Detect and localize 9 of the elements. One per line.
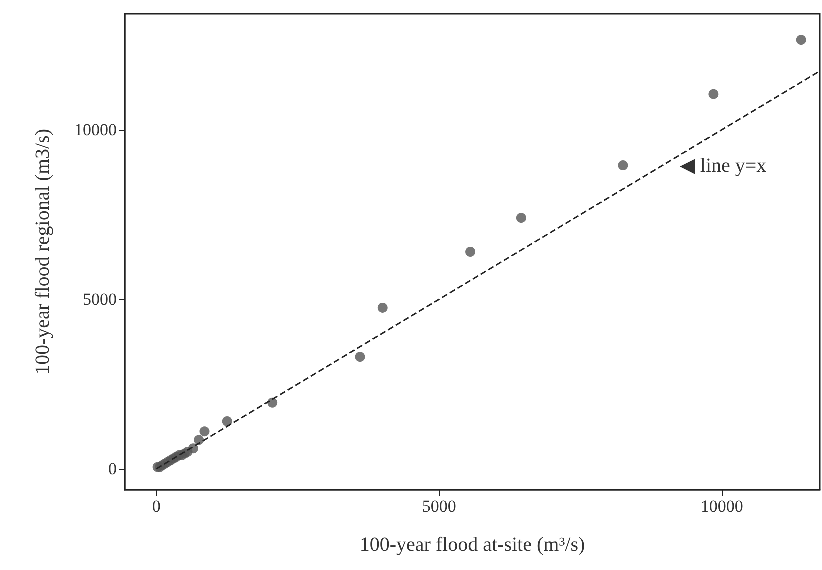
y-tick-label: 0 bbox=[108, 459, 117, 478]
y-tick-label: 10000 bbox=[74, 120, 117, 140]
x-axis-title: 100-year flood at-site (m³/s) bbox=[360, 534, 586, 556]
x-tick-label: 0 bbox=[152, 497, 161, 516]
annotation: ◀ line y=x bbox=[680, 155, 767, 177]
y-axis-title: 100-year flood regional (m3/s) bbox=[32, 128, 54, 376]
y-tick-label: 5000 bbox=[83, 290, 117, 309]
x-tick-label: 5000 bbox=[422, 497, 456, 516]
x-tick-label: 10000 bbox=[700, 497, 744, 516]
